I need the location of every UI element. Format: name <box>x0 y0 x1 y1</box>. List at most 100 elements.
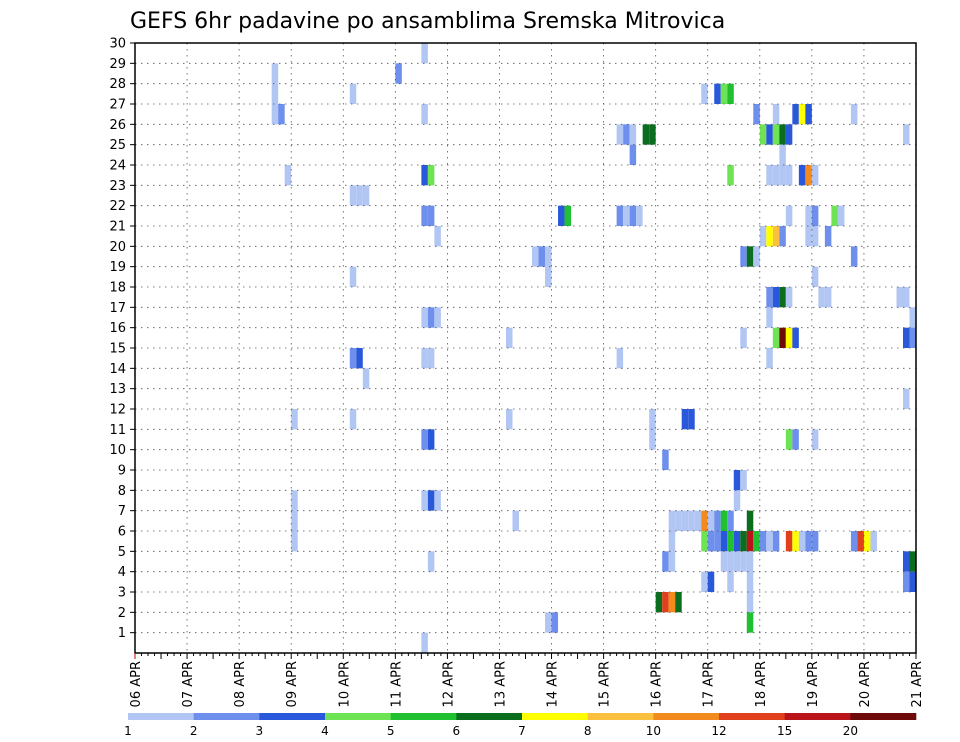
heatmap-cell <box>870 531 877 552</box>
x-tick-label: 10 APR <box>337 661 352 707</box>
colorbar-swatch <box>522 713 588 720</box>
x-tick-label: 12 APR <box>441 661 456 707</box>
y-axis-ticks: 1234567891011121314151617181920212223242… <box>109 37 135 641</box>
heatmap-cell <box>740 551 747 572</box>
heatmap-cell <box>902 571 910 592</box>
heatmap-cell <box>421 307 428 328</box>
heatmap-cell <box>707 510 715 531</box>
y-tick-label: 7 <box>118 504 126 519</box>
heatmap-cell <box>642 124 650 145</box>
heatmap-cell <box>681 510 689 531</box>
y-tick-label: 15 <box>109 342 126 357</box>
heatmap-cell <box>818 287 825 308</box>
grid-lines <box>135 43 916 653</box>
heatmap-cell <box>792 327 799 348</box>
heatmap-cell <box>811 226 819 247</box>
heatmap-cell <box>909 571 916 592</box>
heatmap-cell <box>733 551 741 572</box>
heatmap-cell <box>362 368 370 389</box>
x-tick-label: 21 APR <box>910 661 925 707</box>
heatmap-cell <box>850 531 858 552</box>
heatmap-cell <box>675 592 682 613</box>
heatmap-cell <box>753 104 760 125</box>
heatmap-cell <box>545 266 552 287</box>
x-axis-ticks: 06 APR 07 APR 08 APR 09 APR 10 APR 11 APR 12 A… <box>129 653 925 707</box>
heatmap-cell <box>278 104 285 125</box>
heatmap-cell <box>850 246 858 267</box>
heatmap-cell <box>662 592 669 613</box>
y-tick-label: 3 <box>118 586 126 601</box>
heatmap-cell <box>701 510 708 531</box>
heatmap-cell <box>434 226 441 247</box>
heatmap-cell <box>785 124 793 145</box>
heatmap-cell <box>427 307 435 328</box>
heatmap-cell <box>291 409 298 430</box>
heatmap-cell <box>766 124 773 145</box>
heatmap-cells <box>271 43 916 653</box>
y-tick-label: 10 <box>109 443 126 458</box>
heatmap-cell <box>811 205 819 226</box>
heatmap-cell <box>701 531 708 552</box>
heatmap-cell <box>746 592 754 613</box>
heatmap-cell <box>662 551 669 572</box>
heatmap-cell <box>740 246 747 267</box>
heatmap-cell <box>558 205 565 226</box>
heatmap-cell <box>545 246 552 267</box>
y-tick-label: 13 <box>109 382 126 397</box>
heatmap-cell <box>356 348 363 369</box>
heatmap-cell <box>668 592 676 613</box>
heatmap-cell <box>850 104 858 125</box>
heatmap-cell <box>727 165 734 186</box>
y-tick-label: 2 <box>118 606 126 621</box>
heatmap-cell <box>785 287 793 308</box>
y-tick-label: 18 <box>109 281 126 296</box>
heatmap-cell <box>811 531 819 552</box>
heatmap-cell <box>688 409 695 430</box>
colorbar-label: 7 <box>518 724 526 738</box>
heatmap-cell <box>421 490 428 511</box>
x-tick-label: 13 APR <box>493 661 508 707</box>
heatmap-cell <box>727 531 734 552</box>
heatmap-cell <box>284 165 292 186</box>
heatmap-cell <box>772 226 780 247</box>
heatmap-cell <box>675 510 682 531</box>
heatmap-cell <box>824 226 832 247</box>
heatmap-cell <box>811 266 819 287</box>
colorbar-swatch <box>587 713 654 720</box>
y-tick-label: 11 <box>109 423 126 438</box>
heatmap-cell <box>421 205 428 226</box>
heatmap-cell <box>772 165 780 186</box>
heatmap-cell <box>421 104 428 125</box>
heatmap-cell <box>746 551 754 572</box>
heatmap-cell <box>772 531 780 552</box>
heatmap-cell <box>746 612 754 633</box>
heatmap-cell <box>727 510 734 531</box>
y-tick-label: 19 <box>109 260 126 275</box>
heatmap-cell <box>505 327 513 348</box>
x-tick-label: 19 APR <box>806 661 821 707</box>
heatmap-cell <box>811 165 819 186</box>
heatmap-cell <box>271 83 279 104</box>
heatmap-cell <box>902 551 910 572</box>
colorbar-swatch <box>653 713 720 720</box>
colorbar-label: 5 <box>387 724 395 738</box>
heatmap-cell <box>616 205 624 226</box>
heatmap-cell <box>623 205 630 226</box>
heatmap-cell <box>785 327 793 348</box>
heatmap-cell <box>623 124 630 145</box>
colorbar-swatch <box>390 713 457 720</box>
heatmap-cell <box>779 124 786 145</box>
heatmap-cell <box>421 43 428 64</box>
heatmap-cell <box>564 205 572 226</box>
heatmap-cell <box>733 531 741 552</box>
heatmap-cell <box>805 165 812 186</box>
y-tick-label: 1 <box>118 626 126 641</box>
heatmap-cell <box>421 632 428 653</box>
heatmap-cell <box>759 531 767 552</box>
heatmap-cell <box>649 429 656 450</box>
heatmap-cell <box>896 287 903 308</box>
heatmap-cell <box>740 327 747 348</box>
heatmap-cell <box>720 531 728 552</box>
heatmap-cell <box>811 429 819 450</box>
heatmap-cell <box>512 510 519 531</box>
